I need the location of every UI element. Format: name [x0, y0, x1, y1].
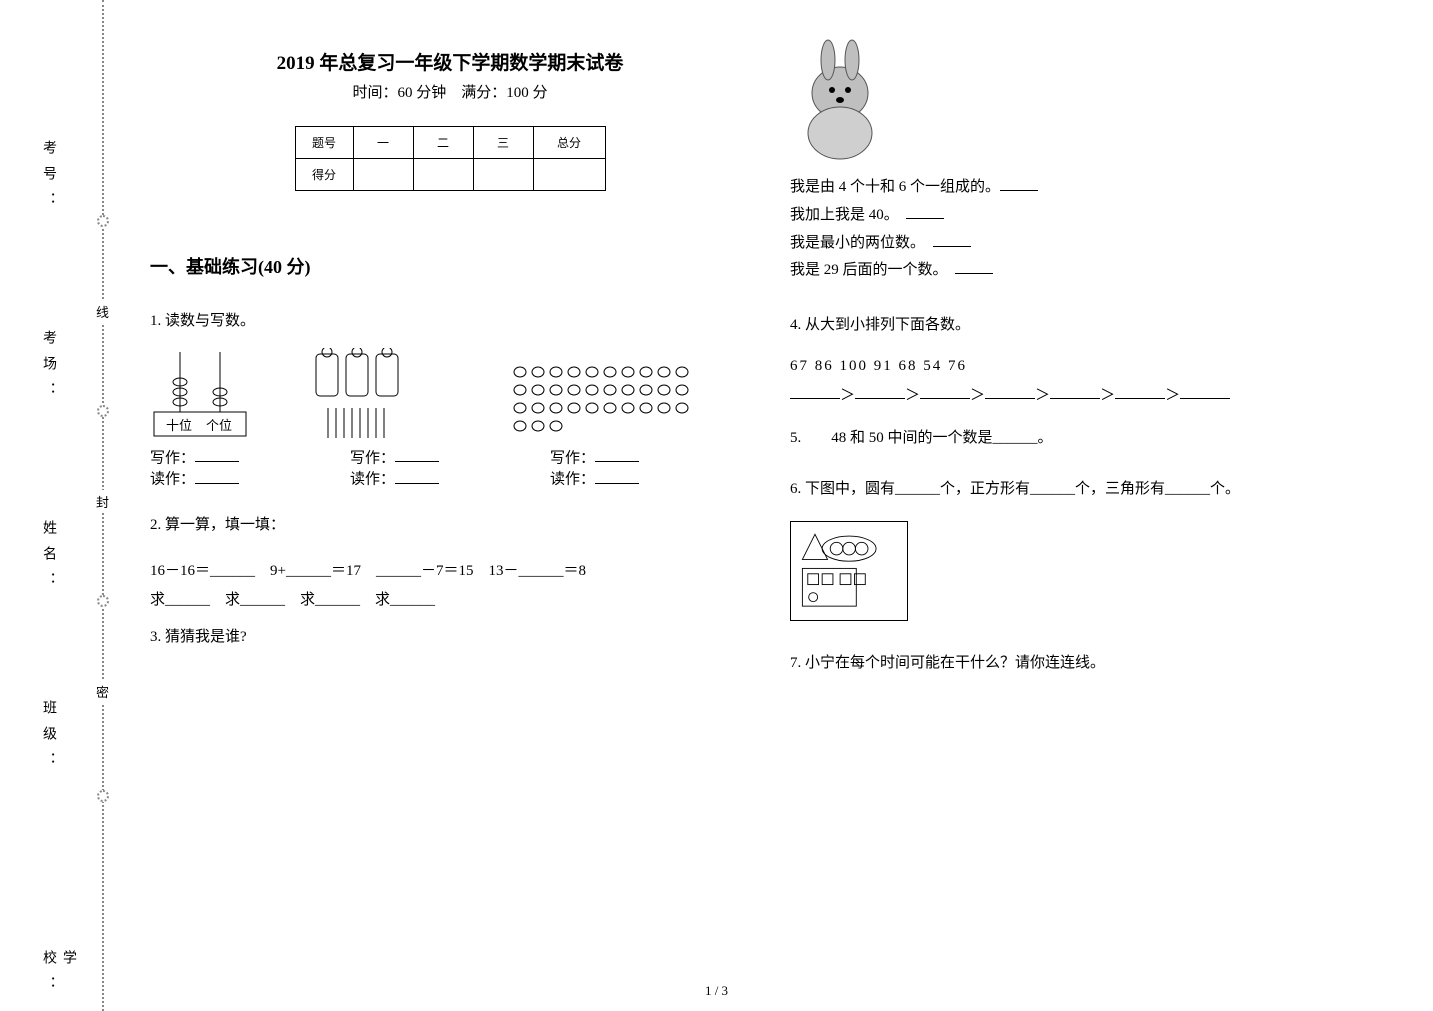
score-cell [473, 159, 533, 191]
blank [395, 467, 439, 484]
question-6: 6. 下图中，圆有______个，正方形有______个，三角形有______个… [790, 475, 1390, 504]
svg-text:十位: 十位 [166, 418, 192, 433]
gt-chain: ＞＞＞＞＞＞ [790, 383, 1390, 405]
question-4-numbers: 67 86 100 91 68 54 76 [790, 358, 1390, 375]
blank [595, 446, 639, 463]
bundles-icon [310, 348, 450, 440]
write-label: 写作： [150, 450, 195, 466]
binding-circle [97, 595, 109, 607]
score-table-header: 题号 [295, 127, 353, 159]
score-table: 题号 一 二 三 总分 得分 [295, 126, 606, 191]
blank [1115, 383, 1165, 400]
blank [595, 467, 639, 484]
blank [195, 467, 239, 484]
score-cell [353, 159, 413, 191]
blank [395, 446, 439, 463]
question-5: 5. 48 和 50 中间的一个数是______。 [790, 424, 1390, 453]
right-column: 我是由 4 个十和 6 个一组成的。 我加上我是 40。 我是最小的两位数。 我… [790, 20, 1390, 920]
binding-label-examno: 考号： [38, 140, 58, 218]
question-4-label: 4. 从大到小排列下面各数。 [790, 311, 1390, 340]
rabbit-icon [790, 38, 890, 168]
shapes-box [790, 521, 908, 621]
binding-label-class: 班级： [38, 700, 58, 778]
write-label: 写作： [350, 450, 395, 466]
read-label: 读作： [350, 472, 395, 488]
binding-char-feng: 封 [96, 490, 109, 513]
read-label: 读作： [150, 472, 195, 488]
blank [855, 383, 905, 400]
blank [906, 202, 944, 219]
calc-row-2: 求______ 求______ 求______ 求______ [150, 588, 750, 609]
blank [933, 230, 971, 247]
binding-label-name: 姓名： [38, 520, 58, 598]
question-1-label: 1. 读数与写数。 [150, 307, 750, 336]
blank [985, 383, 1035, 400]
blank [955, 258, 993, 275]
blank [1180, 383, 1230, 400]
blank [790, 383, 840, 400]
score-table-col: 一 [353, 127, 413, 159]
binding-char-xian: 线 [96, 300, 109, 323]
riddle-line: 我是最小的两位数。 [790, 230, 1390, 258]
cups-icon [510, 362, 710, 440]
svg-text:个位: 个位 [206, 418, 232, 433]
read-label: 读作： [550, 472, 595, 488]
binding-circle [97, 405, 109, 417]
counters-row: 十位 个位 [150, 348, 750, 440]
blank [195, 446, 239, 463]
page-number: 1 / 3 [0, 983, 1433, 999]
riddle-line: 我是 29 后面的一个数。 [790, 257, 1390, 285]
write-label: 写作： [550, 450, 595, 466]
score-table-col: 二 [413, 127, 473, 159]
question-2-label: 2. 算一算，填一填： [150, 511, 750, 540]
blank [1000, 175, 1038, 192]
score-table-header: 得分 [295, 159, 353, 191]
page-title: 2019 年总复习一年级下学期数学期末试卷 [150, 48, 750, 75]
riddle-line: 我是由 4 个十和 6 个一组成的。 [790, 174, 1390, 202]
section-heading: 一、基础练习(40 分) [150, 253, 750, 279]
binding-circle [97, 215, 109, 227]
binding-circle [97, 790, 109, 802]
binding-margin: 线 封 密 考号： 考场： 姓名： 班级： 学校： [88, 0, 118, 1011]
abacus-icon: 十位 个位 [150, 348, 250, 440]
exam-subtitle: 时间：60 分钟 满分：100 分 [150, 81, 750, 102]
left-column: 2019 年总复习一年级下学期数学期末试卷 时间：60 分钟 满分：100 分 … [150, 20, 750, 920]
write-read-row: 写作： 读作： 写作： 读作： 写作： 读作： [150, 446, 750, 489]
binding-label-room: 考场： [38, 330, 58, 408]
question-7: 7. 小宁在每个时间可能在干什么？请你连连线。 [790, 649, 1390, 678]
score-table-col: 三 [473, 127, 533, 159]
worksheet: 2019 年总复习一年级下学期数学期末试卷 时间：60 分钟 满分：100 分 … [150, 20, 1410, 920]
riddle-line: 我加上我是 40。 [790, 202, 1390, 230]
calc-expressions: 16－16＝______ 9+______＝17 ______－7＝15 13－… [150, 559, 750, 580]
question-3-label: 3. 猜猜我是谁? [150, 623, 750, 652]
blank [920, 383, 970, 400]
binding-char-mi: 密 [96, 680, 109, 703]
score-cell [533, 159, 605, 191]
score-table-total: 总分 [533, 127, 605, 159]
binding-label-school: 学校： [38, 950, 78, 1011]
score-cell [413, 159, 473, 191]
blank [1050, 383, 1100, 400]
